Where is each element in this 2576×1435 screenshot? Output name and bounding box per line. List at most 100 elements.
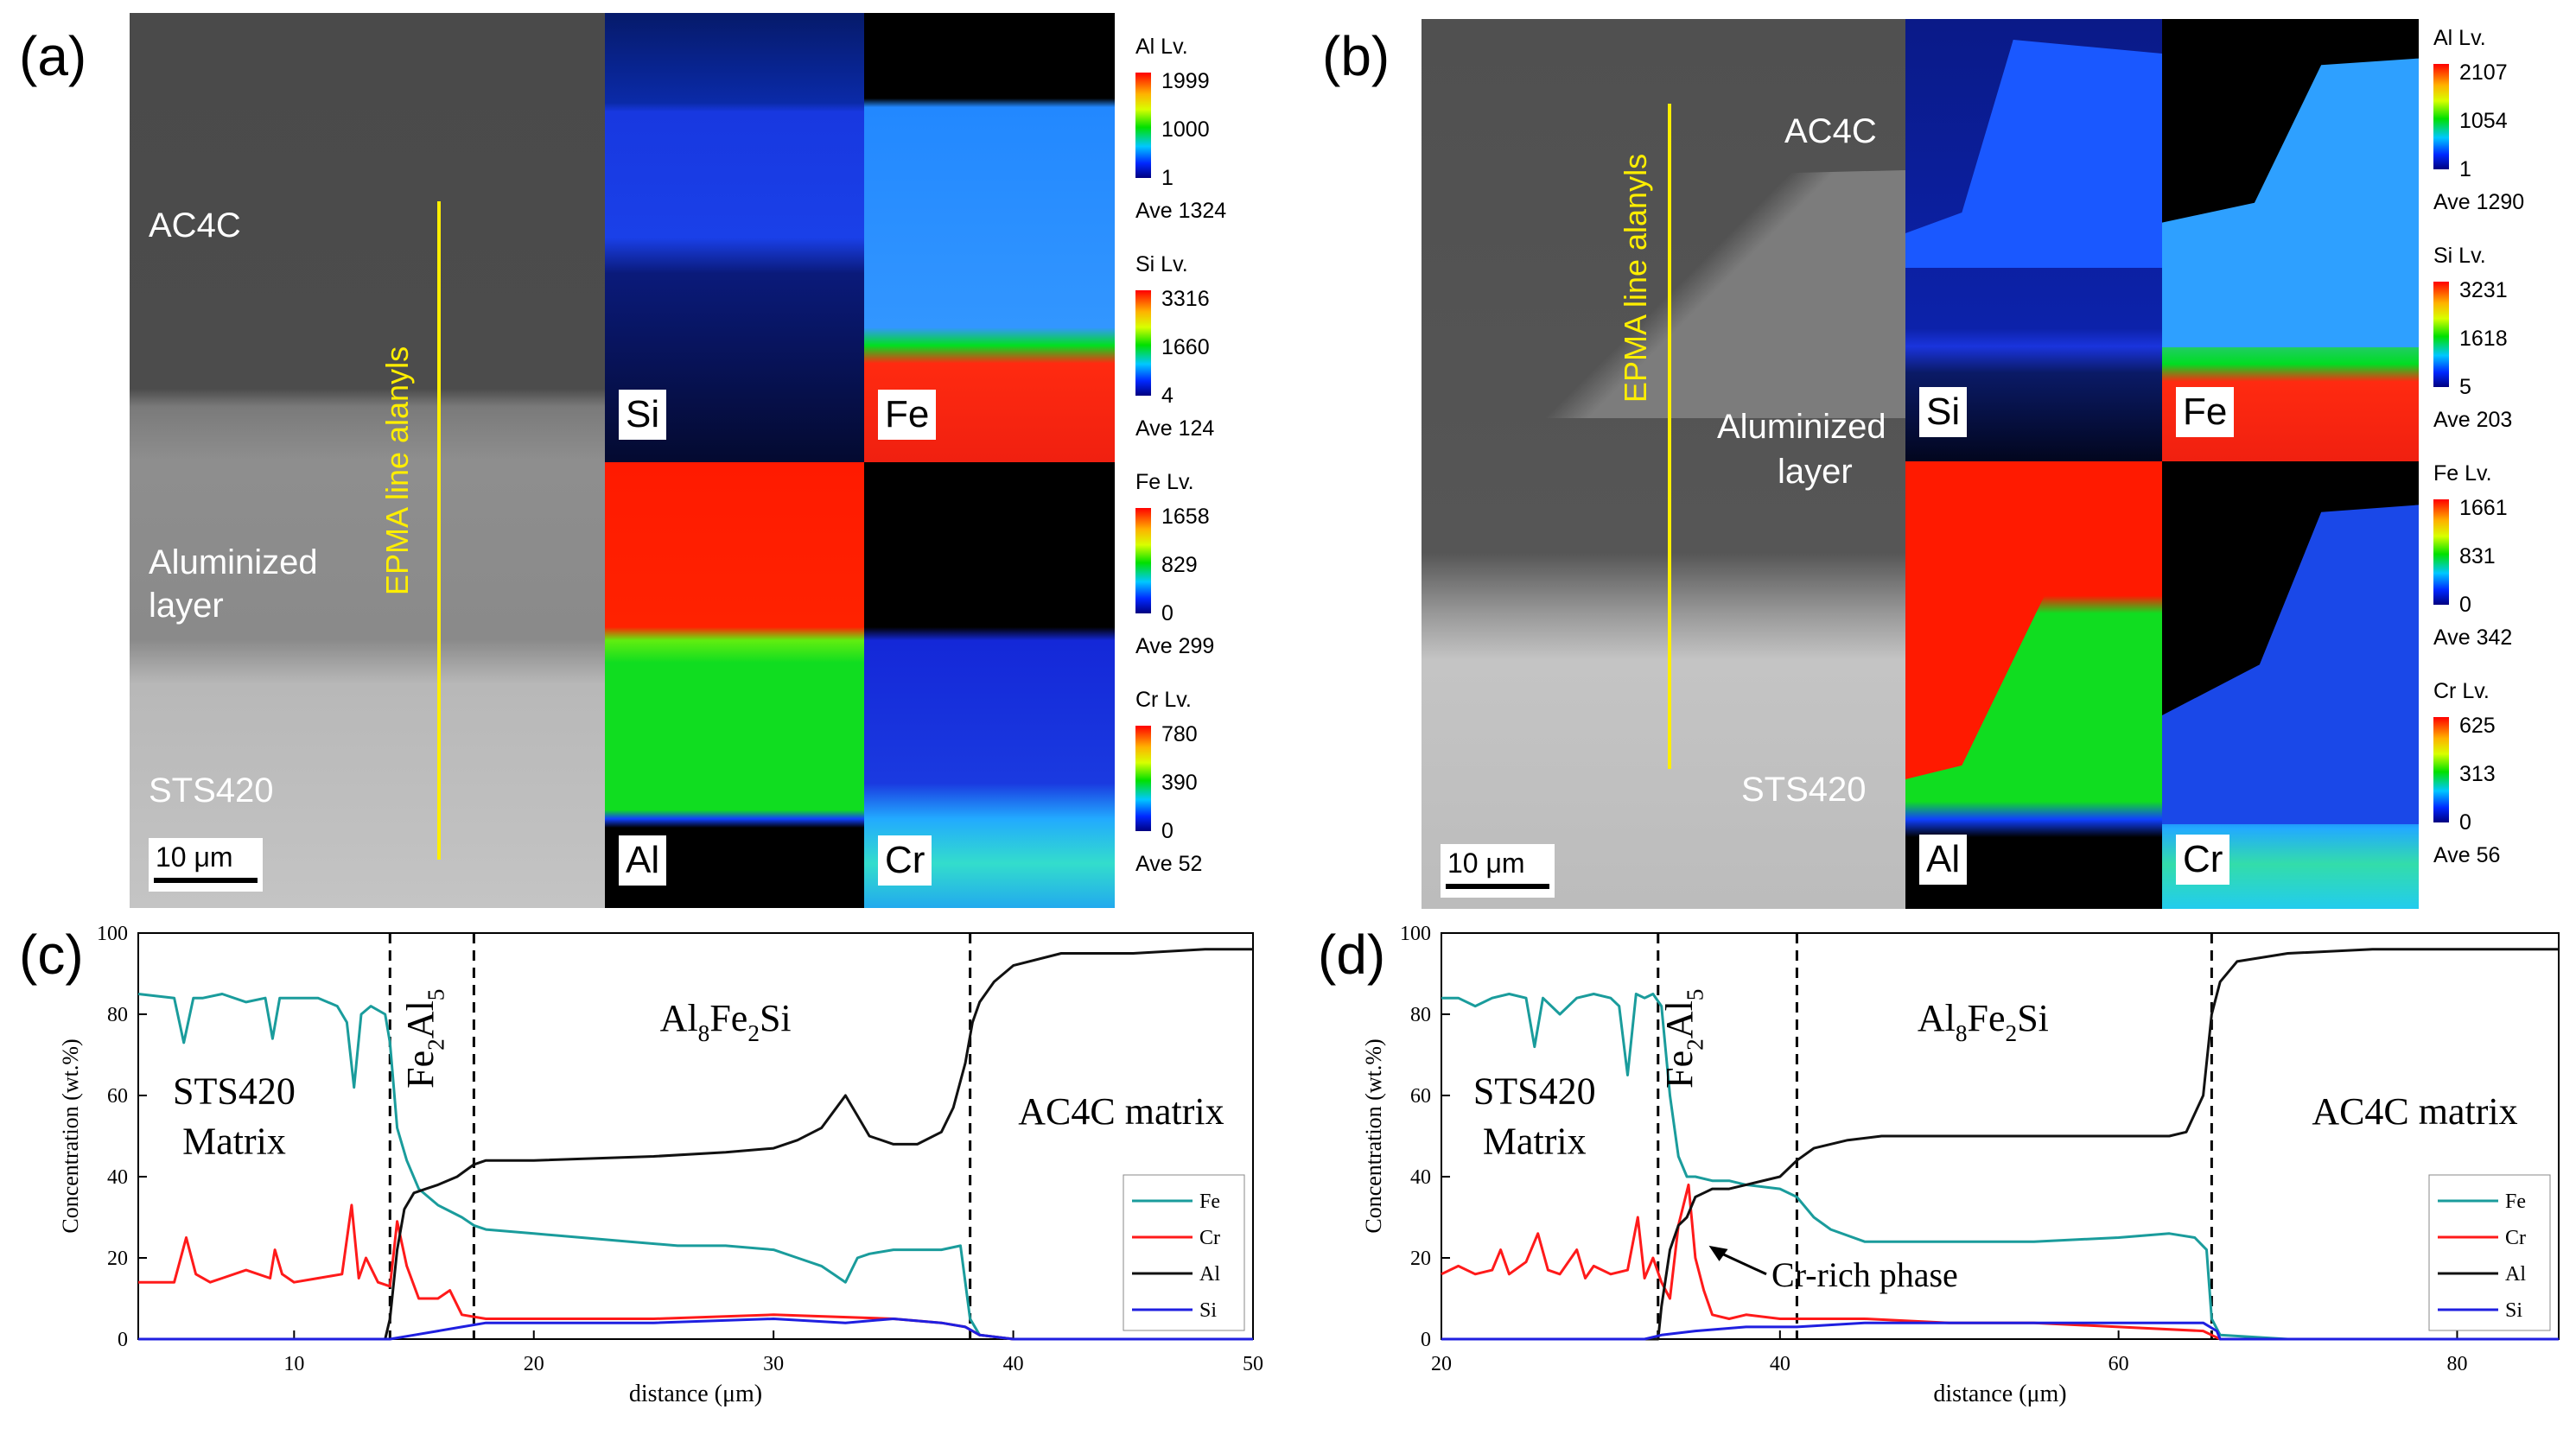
legend-a-al-mid: 1000	[1161, 117, 1210, 142]
legend-b-fe-mid: 831	[2459, 544, 2496, 568]
annotation-fe2al5: Fe2​Al5​	[1658, 989, 1708, 1089]
legend-a-fe: Fe Lv. 1658 829 0 Ave 299	[1135, 470, 1265, 677]
map-b-fe: Fe	[2162, 19, 2419, 461]
legend-b-al-title: Al Lv.	[2433, 26, 2486, 50]
scale-box-b: 10 μm	[1441, 844, 1555, 898]
legend-a-al-max: 1999	[1161, 69, 1210, 93]
y-tick-label: 100	[1400, 923, 1431, 945]
y-tick-label: 0	[118, 1329, 128, 1351]
legend-a-fe-max: 1658	[1161, 505, 1210, 529]
annotation-matrix-label: Matrix	[182, 1120, 286, 1162]
annotation-arrow-head	[1708, 1245, 1728, 1261]
legend-a-al-ave: Ave 1324	[1135, 199, 1227, 223]
legend-label-cr: Cr	[1199, 1227, 1220, 1249]
y-tick-label: 100	[97, 923, 128, 945]
legend-a-fe-title: Fe Lv.	[1135, 470, 1194, 494]
legend-a-cr-title: Cr Lv.	[1135, 688, 1192, 712]
legend-b-si: Si Lv. 3231 1618 5 Ave 203	[2433, 244, 2572, 451]
x-tick-label: 20	[524, 1353, 544, 1375]
legend-label-al: Al	[1199, 1263, 1220, 1286]
scale-label-b: 10 μm	[1447, 848, 1525, 879]
scale-bar-a	[154, 878, 258, 883]
label-layer-a-2: layer	[149, 587, 224, 625]
legend-a-cr-max: 780	[1161, 722, 1198, 746]
legend-b-cr-title: Cr Lv.	[2433, 679, 2490, 703]
map-label-b-br: Cr	[2176, 835, 2230, 885]
series-line-al	[138, 948, 1253, 1341]
legend-b-fe-bar	[2433, 499, 2449, 605]
legend-b-cr-min: 0	[2459, 810, 2471, 835]
legend-b-al-bar	[2433, 64, 2449, 169]
legend-b-si-min: 5	[2459, 375, 2471, 399]
panel-a-letter: (a)	[19, 25, 87, 87]
legend-b-si-bar	[2433, 282, 2449, 387]
legend-label-fe: Fe	[1199, 1191, 1220, 1213]
plot-frame	[137, 932, 1254, 1340]
panel-d-letter: (d)	[1318, 924, 1386, 986]
legend-b-cr: Cr Lv. 625 313 0 Ave 56	[2433, 679, 2572, 895]
legend-b-fe-ave: Ave 342	[2433, 625, 2513, 650]
legend-a-cr-mid: 390	[1161, 771, 1198, 795]
legend-a-fe-min: 0	[1161, 601, 1174, 625]
annotation-arrow	[1714, 1249, 1767, 1276]
legend-a-cr-ave: Ave 52	[1135, 852, 1203, 876]
scale-box-a: 10 μm	[149, 838, 263, 892]
map-b-cr: Cr	[2162, 461, 2419, 909]
scale-label-a: 10 μm	[156, 841, 233, 873]
legend-a-fe-bar	[1135, 508, 1151, 613]
legend-a-al-bar	[1135, 73, 1151, 178]
map-b-fe-phase	[2162, 58, 2419, 347]
legend-label-fe: Fe	[2505, 1191, 2526, 1213]
legend-b-fe: Fe Lv. 1661 831 0 Ave 342	[2433, 461, 2572, 669]
legend-a-si-mid: 1660	[1161, 335, 1210, 359]
legend-a-si: Si Lv. 3316 1660 4 Ave 124	[1135, 252, 1265, 460]
series-line-cr	[1441, 1183, 2559, 1341]
legend-b-cr-max: 625	[2459, 714, 2496, 738]
sem-image-a: AC4C Aluminized layer STS420 EPMA line a…	[130, 13, 605, 908]
legend-a-cr-min: 0	[1161, 819, 1174, 843]
legend-a-si-ave: Ave 124	[1135, 416, 1215, 441]
sem-image-b: AC4C Aluminized layer STS420 EPMA line a…	[1422, 19, 1905, 909]
legend-b-al-mid: 1054	[2459, 109, 2508, 133]
y-axis-label: Concentration (wt.%)	[58, 1038, 83, 1233]
epma-line-label-b: EPMA line alanyls	[1618, 153, 1653, 403]
series-line-si	[138, 1318, 1253, 1341]
legend-b-fe-title: Fe Lv.	[2433, 461, 2492, 486]
x-axis-label: distance (μm)	[629, 1381, 762, 1407]
legend-a-si-min: 4	[1161, 384, 1174, 408]
chart-legend-box	[1123, 1174, 1245, 1331]
legend-b-al-ave: Ave 1290	[2433, 190, 2525, 214]
epma-line-label-a: EPMA line alanyls	[379, 346, 415, 596]
legend-b-fe-min: 0	[2459, 593, 2471, 617]
legend-b-cr-mid: 313	[2459, 762, 2496, 786]
label-substrate-a: STS420	[149, 771, 274, 810]
legend-b: Al Lv. 2107 1054 1 Ave 1290 Si Lv. 3231 …	[2427, 26, 2573, 907]
annotation-matrix-label: Matrix	[1483, 1120, 1587, 1162]
legend-b-al: Al Lv. 2107 1054 1 Ave 1290	[2433, 26, 2572, 233]
epma-line-b	[1668, 104, 1671, 769]
y-tick-label: 60	[1410, 1085, 1431, 1108]
x-tick-label: 30	[763, 1353, 784, 1375]
x-tick-label: 40	[1770, 1353, 1790, 1375]
legend-b-si-ave: Ave 203	[2433, 408, 2513, 432]
sem-b-phase	[1460, 170, 1905, 418]
legend-b-si-title: Si Lv.	[2433, 244, 2486, 268]
x-axis-label: distance (μm)	[1933, 1381, 2066, 1407]
y-tick-label: 20	[1410, 1248, 1431, 1270]
y-tick-label: 0	[1421, 1329, 1431, 1351]
y-tick-label: 40	[1410, 1166, 1431, 1189]
annotation-matrix-label: STS420	[173, 1070, 296, 1112]
chart-legend-box	[2428, 1174, 2551, 1331]
legend-a-al: Al Lv. 1999 1000 1 Ave 1324	[1135, 35, 1265, 242]
label-layer-b-2: layer	[1778, 453, 1853, 491]
panel-c-letter: (c)	[19, 924, 84, 986]
legend-a-cr-bar	[1135, 726, 1151, 831]
legend-b-si-mid: 1618	[2459, 327, 2508, 351]
map-a-al: Al	[605, 462, 864, 908]
panel-b-letter: (b)	[1322, 25, 1390, 87]
map-label-b-tl: Si	[1919, 387, 1968, 437]
epma-line-a	[437, 201, 441, 860]
legend-a-al-min: 1	[1161, 166, 1174, 190]
legend-b-al-max: 2107	[2459, 60, 2508, 85]
